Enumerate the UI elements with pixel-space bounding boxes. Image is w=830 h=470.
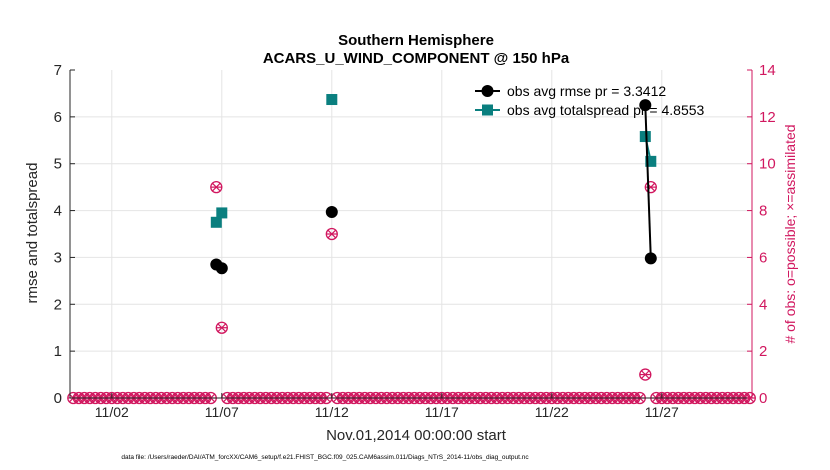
x-tick-label: 11/07 <box>205 404 239 420</box>
x-tick-label: 11/02 <box>95 404 129 420</box>
obs-assimilated-marker <box>639 369 651 380</box>
totalspread-point <box>210 216 222 228</box>
y-tick-label-right: 10 <box>759 156 776 173</box>
legend-spread-marker <box>482 104 493 116</box>
y-tick-label-left: 6 <box>54 109 62 126</box>
y-tick-label-left: 4 <box>54 203 62 220</box>
legend-rmse-label: obs avg rmse pr = 3.3412 <box>507 83 666 99</box>
chart-title-line1: Southern Hemisphere <box>338 32 494 49</box>
y-tick-label-left: 0 <box>54 390 62 407</box>
rmse-point <box>644 252 657 265</box>
y-tick-label-right: 8 <box>759 203 767 220</box>
y-tick-label-right: 2 <box>759 343 767 360</box>
y-tick-label-left: 7 <box>54 62 62 79</box>
obs-assimilated-marker <box>326 229 338 239</box>
y-tick-label-right: 6 <box>759 249 767 266</box>
y-tick-label-left: 3 <box>54 249 62 266</box>
data-file-footer: data file: /Users/raeder/DAI/ATM_forcXX/… <box>121 454 529 461</box>
chart-title-line2: ACARS_U_WIND_COMPONENT @ 150 hPa <box>263 50 570 67</box>
rmse-point <box>215 262 228 275</box>
y-tick-label-left: 5 <box>54 156 62 173</box>
obs-assimilated-marker <box>216 323 228 333</box>
y-tick-label-left: 2 <box>54 296 62 313</box>
totalspread-point <box>216 207 228 219</box>
legend: obs avg rmse pr = 3.3412 obs avg totalsp… <box>475 83 705 118</box>
y-tick-label-right: 0 <box>759 390 767 407</box>
x-tick-label: 11/17 <box>425 404 459 420</box>
rmse-point <box>639 99 652 112</box>
axes <box>69 69 753 399</box>
rmse-point <box>325 205 338 218</box>
totalspread-point <box>326 94 338 106</box>
x-tick-label: 11/22 <box>535 404 569 420</box>
totalspread-point <box>645 155 657 167</box>
rmse-line <box>644 105 652 259</box>
y-tick-label-right: 14 <box>759 62 776 79</box>
x-axis-label: Nov.01,2014 00:00:00 start <box>326 427 507 444</box>
plot-area <box>70 70 752 398</box>
legend-rmse-marker <box>481 85 494 97</box>
grid <box>70 70 752 398</box>
y-axis-label-left: rmse and totalspread <box>24 163 41 304</box>
obs-assimilated-marker <box>210 182 222 192</box>
y-tick-label-right: 4 <box>759 296 767 313</box>
tick-labels: 11/02 11/07 11/12 11/17 11/22 11/270123456702… <box>54 62 776 420</box>
totalspread-point <box>639 131 651 143</box>
y-tick-label-left: 1 <box>54 343 62 360</box>
y-tick-label-right: 12 <box>759 109 776 126</box>
x-tick-label: 11/27 <box>645 404 679 420</box>
legend-spread-label: obs avg totalspread pr = 4.8553 <box>507 102 705 118</box>
x-tick-label: 11/12 <box>315 404 349 420</box>
y-axis-label-right: # of obs: o=possible; ×=assimilated <box>782 124 798 343</box>
data-series <box>210 94 657 275</box>
